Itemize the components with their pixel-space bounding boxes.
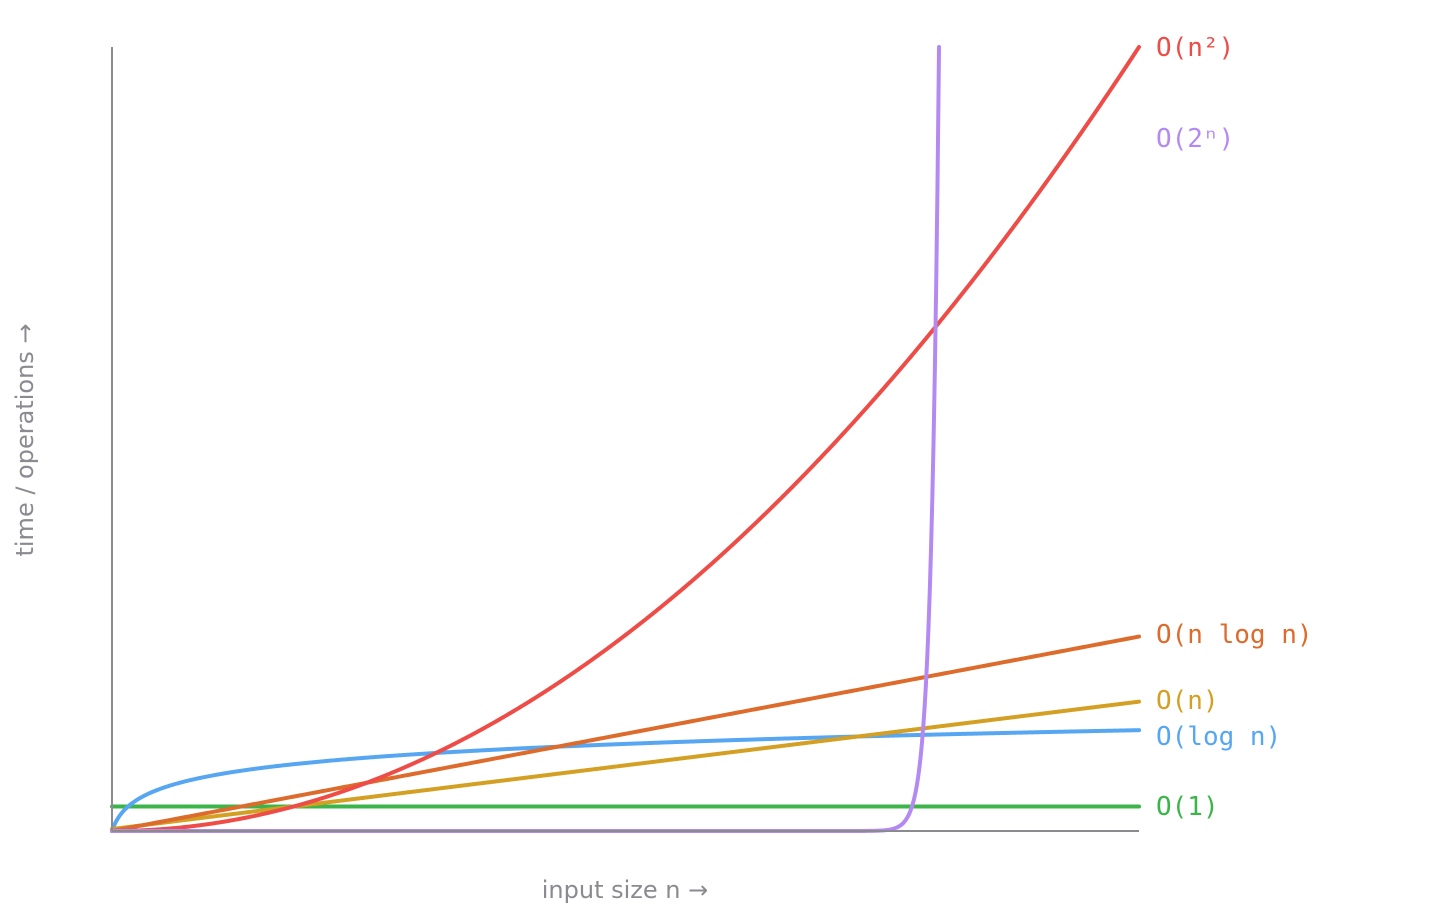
series-lines [110,45,1141,833]
series-label-3: O(n log n) [1156,620,1313,650]
series-label-0: O(1) [1156,792,1219,822]
series-line-1 [110,728,1141,833]
series-label-2: O(n) [1156,686,1219,716]
x-axis-label: input size n → [542,876,708,904]
y-axis-label: time / operations → [11,323,39,556]
series-line-3 [110,634,1141,833]
series-label-5: O(2ⁿ) [1156,124,1234,154]
series-line-5 [110,45,942,833]
series-label-1: O(log n) [1156,722,1281,752]
series-label-4: O(n²) [1156,33,1234,63]
series-line-4 [110,45,1141,833]
series-line-2 [110,699,1141,832]
series-labels: O(1) O(log n) O(n) O(n log n) O(n²) O(2ⁿ) [1156,33,1313,822]
